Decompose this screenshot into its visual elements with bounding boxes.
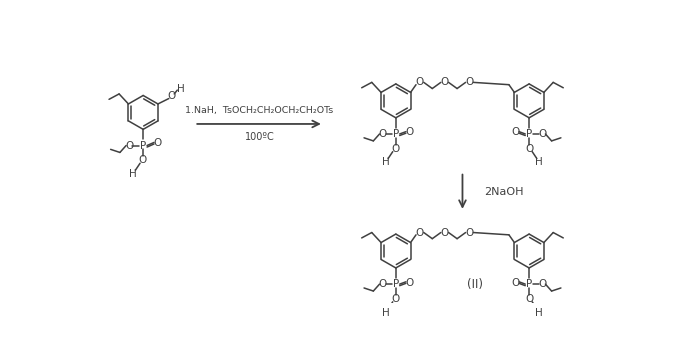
Text: P: P bbox=[393, 129, 399, 139]
Text: P: P bbox=[526, 279, 532, 289]
Text: P: P bbox=[393, 279, 399, 289]
Text: O: O bbox=[416, 78, 424, 87]
Text: O: O bbox=[440, 78, 449, 87]
Text: O: O bbox=[440, 227, 449, 238]
Text: O: O bbox=[138, 155, 147, 165]
Text: O: O bbox=[466, 227, 474, 238]
Text: P: P bbox=[140, 140, 146, 151]
Text: O: O bbox=[153, 138, 161, 148]
Text: O: O bbox=[379, 279, 387, 289]
Text: O: O bbox=[512, 277, 520, 288]
Text: H: H bbox=[177, 84, 185, 94]
Text: 2NaOH: 2NaOH bbox=[484, 187, 524, 197]
Text: O: O bbox=[168, 91, 176, 101]
Text: O: O bbox=[391, 143, 399, 154]
Text: (II): (II) bbox=[467, 278, 483, 291]
Text: O: O bbox=[512, 128, 520, 137]
Text: 1.NaH,  TsOCH₂CH₂OCH₂CH₂OTs: 1.NaH, TsOCH₂CH₂OCH₂CH₂OTs bbox=[185, 106, 333, 116]
Text: O: O bbox=[405, 277, 413, 288]
Text: O: O bbox=[125, 140, 134, 151]
Text: 100ºC: 100ºC bbox=[245, 133, 274, 142]
Text: H: H bbox=[129, 169, 137, 179]
Text: O: O bbox=[466, 78, 474, 87]
Text: O: O bbox=[379, 129, 387, 139]
Text: O: O bbox=[391, 294, 399, 304]
Text: O: O bbox=[526, 143, 534, 154]
Text: O: O bbox=[538, 279, 547, 289]
Text: O: O bbox=[405, 128, 413, 137]
Text: P: P bbox=[526, 129, 532, 139]
Text: O: O bbox=[538, 129, 547, 139]
Text: H: H bbox=[382, 308, 389, 318]
Text: H: H bbox=[535, 157, 543, 168]
Text: O: O bbox=[416, 227, 424, 238]
Text: O: O bbox=[526, 294, 534, 304]
Text: H: H bbox=[535, 308, 543, 318]
Text: H: H bbox=[382, 157, 389, 168]
